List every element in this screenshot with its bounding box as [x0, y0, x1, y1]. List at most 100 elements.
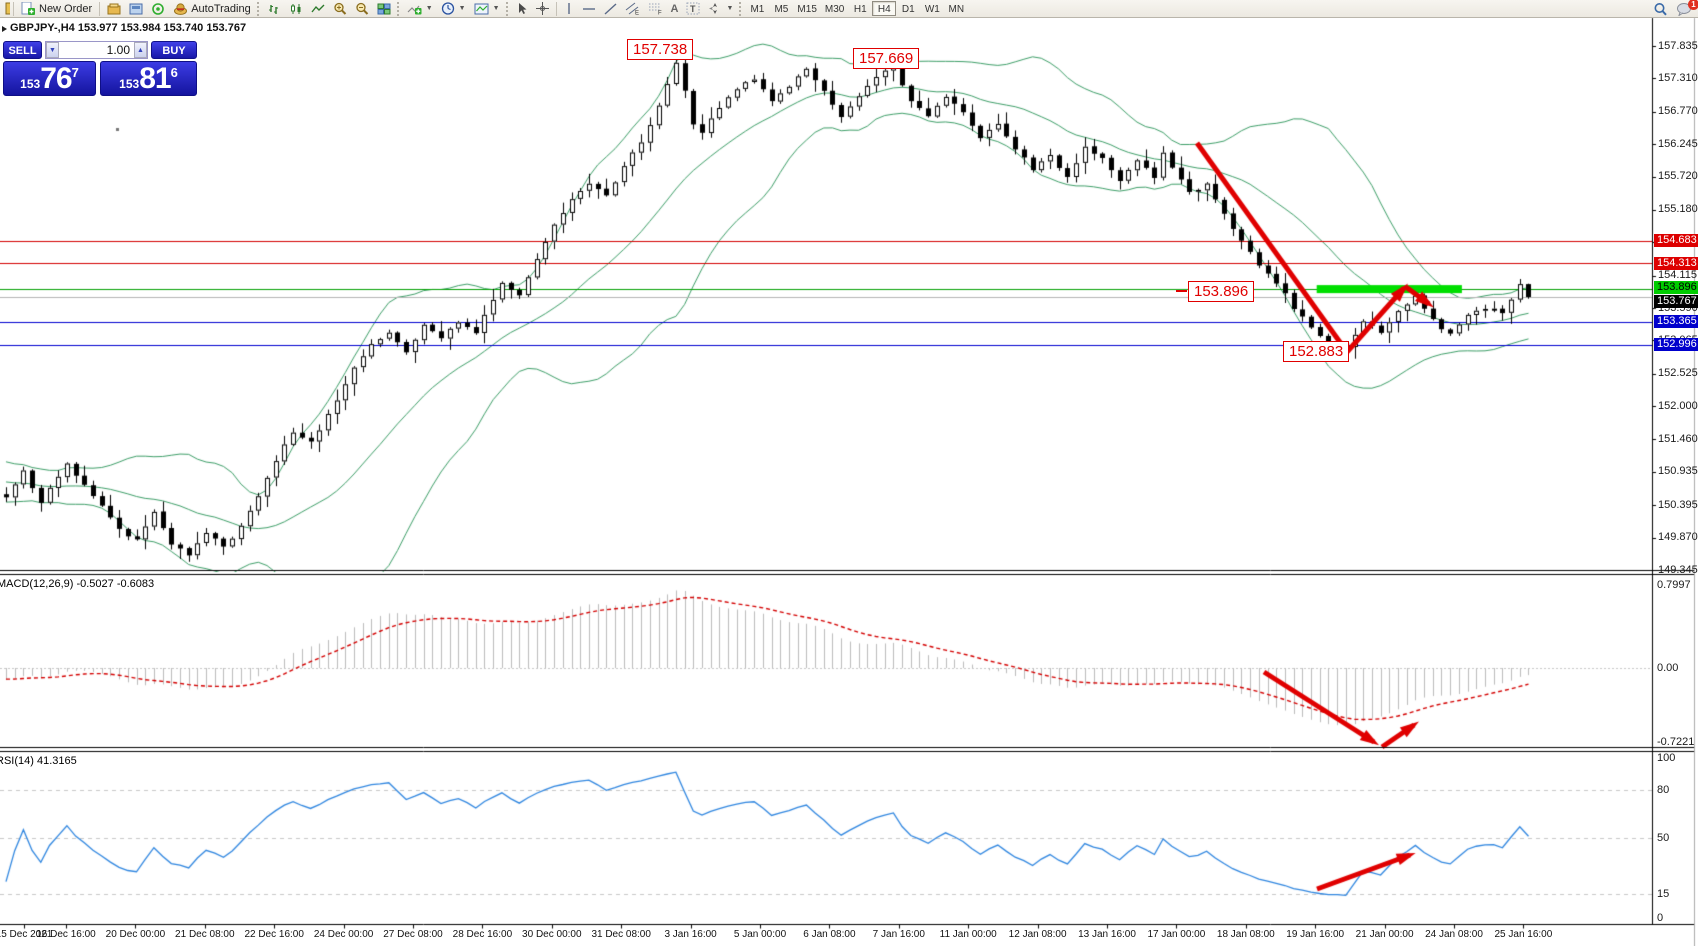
price-level-badge: 154.313 — [1654, 256, 1698, 270]
sell-button[interactable]: SELL — [3, 41, 42, 59]
new-chart-icon[interactable] — [2, 2, 10, 15]
new-order-icon — [21, 2, 36, 15]
price-tick-label: 156.245 — [1658, 137, 1698, 150]
line-chart-icon[interactable] — [307, 1, 329, 17]
date-axis-label: 11 Jan 00:00 — [939, 929, 997, 940]
date-axis-label: 24 Jan 08:00 — [1425, 929, 1483, 940]
date-axis-label: 21 Jan 00:00 — [1355, 929, 1414, 940]
toolbar-grip — [396, 1, 401, 16]
new-order-label: New Order — [39, 2, 93, 15]
macd-pane-label: MACD(12,26,9) -0.5027 -0.6083 — [0, 578, 155, 590]
timeframe-button-mn[interactable]: MN — [948, 4, 965, 15]
buy-button[interactable]: BUY — [151, 41, 197, 59]
rsi-pane-label: RSI(14) 41.3165 — [0, 755, 77, 767]
date-axis-label: 13 Jan 16:00 — [1078, 929, 1136, 940]
price-level-badge: 153.767 — [1654, 294, 1698, 308]
price-tick-label: 152.000 — [1658, 399, 1698, 412]
timeframe-button-m5[interactable]: M5 — [774, 4, 789, 15]
timeframe-button-m15[interactable]: M15 — [797, 4, 817, 15]
macd-axis-label: 0.00 — [1657, 662, 1679, 674]
search-icon[interactable] — [1649, 1, 1672, 17]
timeframe-button-m1[interactable]: M1 — [750, 4, 765, 15]
price-tick-label: 150.395 — [1658, 498, 1698, 511]
buy-price-display[interactable]: 153 81 6 — [100, 61, 197, 96]
price-tick-label: 157.310 — [1658, 71, 1698, 84]
price-tick-label: 151.460 — [1658, 432, 1698, 445]
volume-increase-button[interactable]: ▲ — [134, 42, 147, 58]
rsi-axis-label: 0 — [1657, 912, 1664, 924]
rsi-axis-label: 50 — [1657, 832, 1670, 844]
horizontal-line-icon[interactable] — [578, 1, 600, 17]
date-axis-label: 12 Jan 08:00 — [1008, 929, 1067, 940]
timeframe-button-h4[interactable]: H4 — [872, 1, 897, 16]
date-axis-label: 19 Jan 16:00 — [1286, 929, 1345, 940]
date-axis-label: 7 Jan 16:00 — [872, 929, 925, 940]
annotation-label-157669[interactable]: 157.669 — [853, 48, 920, 69]
periods-icon[interactable]: ▼ — [437, 1, 470, 17]
buy-price-prefix: 153 — [119, 77, 140, 91]
price-tick-label: 154.115 — [1658, 269, 1697, 282]
cursor-icon[interactable] — [512, 1, 532, 17]
sell-price-prefix: 153 — [20, 77, 41, 91]
symbol-marker-icon — [2, 26, 7, 32]
zoom-out-icon[interactable] — [351, 1, 373, 17]
autotrading-button[interactable]: AutoTrading — [169, 1, 255, 17]
date-axis-label: 5 Jan 00:00 — [733, 929, 787, 940]
rsi-axis-label: 15 — [1657, 888, 1670, 900]
text-icon[interactable]: A — [670, 2, 679, 15]
price-tick-label: 155.720 — [1658, 170, 1698, 183]
trendline-icon[interactable] — [600, 1, 621, 17]
price-level-badge: 153.896 — [1654, 280, 1698, 294]
annotation-label-157738[interactable]: 157.738 — [627, 39, 694, 60]
notifications-icon[interactable]: 1 — [1672, 0, 1698, 17]
svg-text:F: F — [658, 11, 662, 16]
one-click-trading-panel: SELL ▼ 1.00 ▲ BUY 153 76 7 153 81 6 — [3, 41, 197, 96]
dropdown-arrow-icon: ▼ — [425, 5, 433, 12]
date-axis-label: 27 Dec 08:00 — [383, 929, 443, 940]
indicators-icon[interactable]: ▼ — [403, 1, 437, 17]
annotation-label-152883[interactable]: 152.883 — [1283, 341, 1350, 362]
date-axis-label: 15 Dec 2021 — [0, 929, 53, 940]
date-axis-label: 3 Jan 16:00 — [664, 929, 717, 940]
date-axis-label: 20 Dec 00:00 — [105, 929, 166, 940]
fibonacci-icon[interactable]: F — [644, 1, 667, 17]
sell-price-display[interactable]: 153 76 7 — [3, 61, 96, 96]
separator — [13, 1, 14, 16]
tile-windows-icon[interactable] — [373, 1, 395, 17]
annotation-label-153896[interactable]: 153.896 — [1188, 281, 1255, 302]
timeframe-button-w1[interactable]: W1 — [924, 4, 940, 15]
templates-icon[interactable]: ▼ — [470, 1, 504, 17]
crosshair-icon[interactable] — [532, 1, 553, 17]
zoom-in-icon[interactable] — [329, 1, 351, 17]
price-level-badge: 153.365 — [1654, 315, 1698, 329]
sell-price-pip: 7 — [71, 65, 79, 80]
dropdown-arrow-icon: ▼ — [458, 5, 466, 12]
dropdown-arrow-icon: ▼ — [726, 5, 734, 12]
price-tick-label: 149.870 — [1658, 531, 1698, 544]
timeframe-button-d1[interactable]: D1 — [901, 4, 915, 15]
volume-decrease-button[interactable]: ▼ — [46, 42, 59, 58]
date-axis-label: 21 Dec 08:00 — [175, 929, 235, 940]
date-axis-label: 25 Jan 16:00 — [1494, 929, 1553, 940]
volume-value[interactable]: 1.00 — [106, 43, 130, 57]
price-tick-label: 155.180 — [1658, 203, 1698, 216]
autotrading-icon — [173, 2, 188, 15]
bar-chart-icon[interactable] — [263, 1, 285, 17]
date-axis-label: 17 Jan 00:00 — [1147, 929, 1206, 940]
price-tick-label: 152.525 — [1658, 367, 1698, 380]
volume-box: ▼ 1.00 ▲ — [45, 41, 148, 59]
arrows-shapes-icon[interactable]: ▼ — [704, 1, 737, 17]
timeframe-button-m30[interactable]: M30 — [824, 4, 845, 15]
candlestick-chart-icon[interactable] — [285, 1, 307, 17]
equidistant-channel-icon[interactable]: E — [621, 1, 644, 17]
options-icon[interactable] — [125, 1, 147, 17]
price-tick-label: 149.345 — [1658, 563, 1698, 576]
metaeditor-icon[interactable] — [103, 1, 125, 17]
community-icon[interactable] — [147, 1, 169, 17]
timeframe-button-h1[interactable]: H1 — [853, 4, 867, 15]
new-order-button[interactable]: New Order — [17, 1, 96, 17]
price-level-badge: 154.683 — [1654, 234, 1698, 248]
text-label-icon[interactable]: T — [682, 1, 704, 17]
vertical-line-icon[interactable] — [560, 1, 578, 17]
